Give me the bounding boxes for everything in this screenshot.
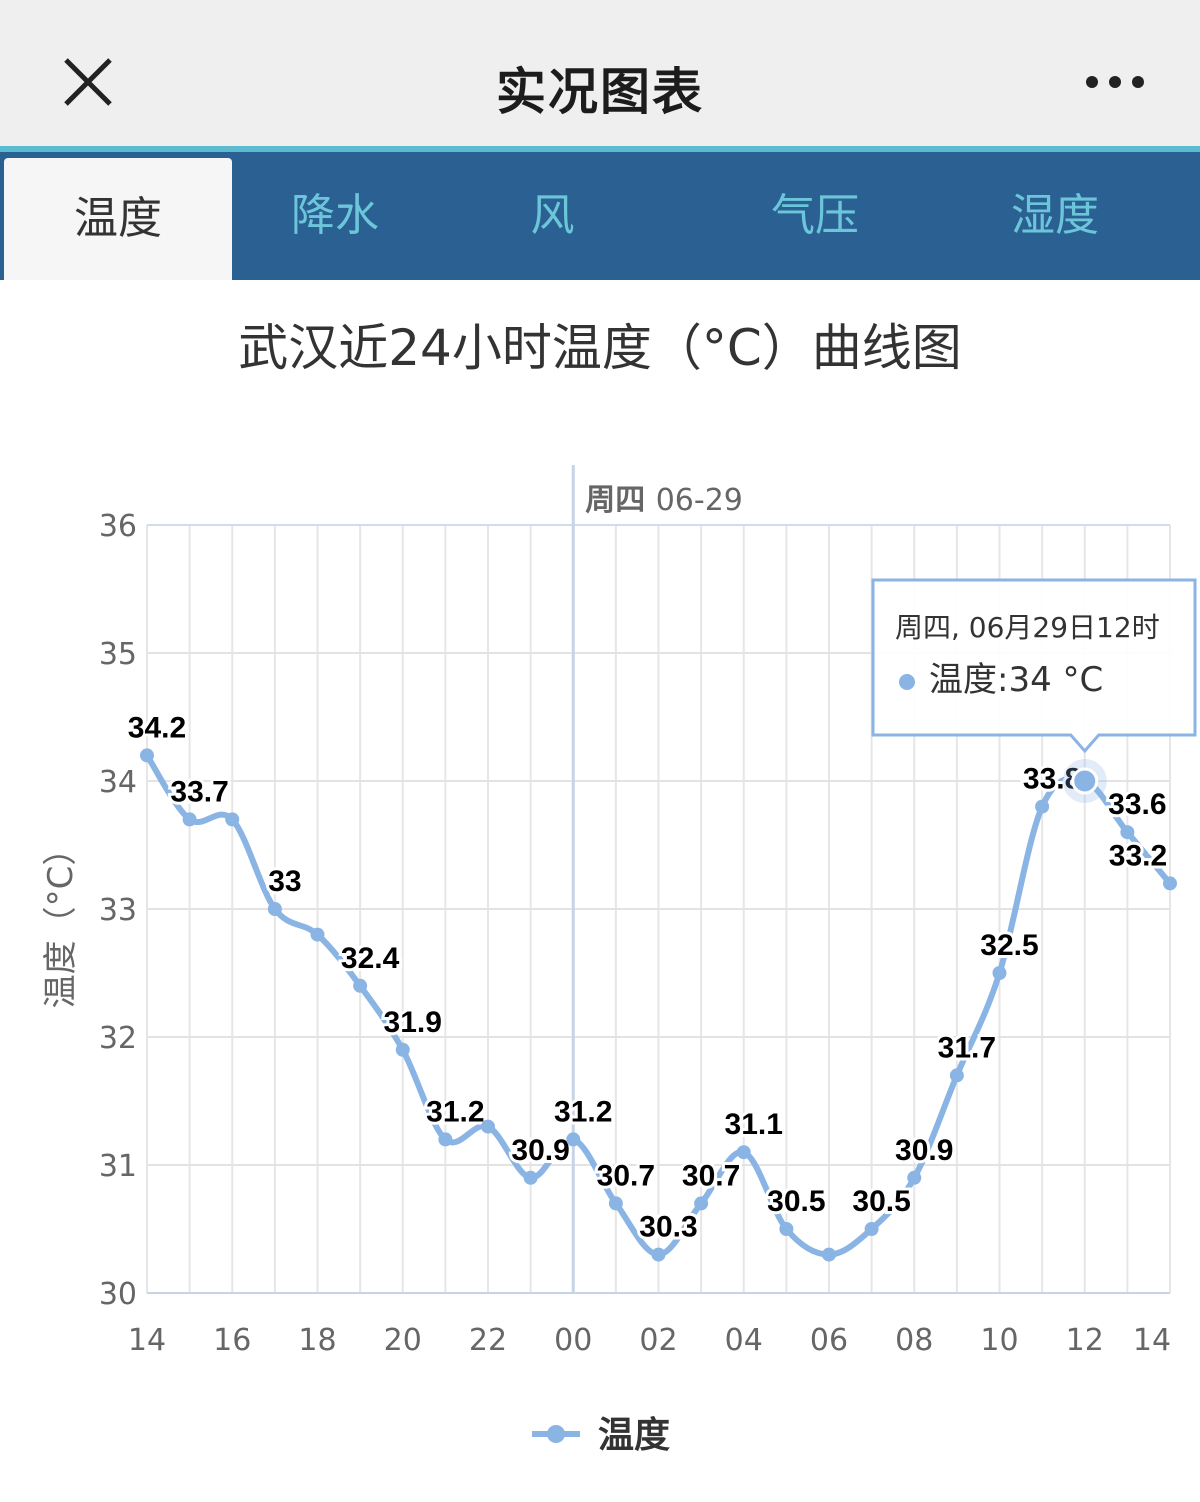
x-tick-label: 20 <box>384 1323 422 1358</box>
temperature-chart: 30 31 32 33 34 35 36 14 16 18 20 22 00 02 04 06 08 10 12 14… <box>41 465 1197 1456</box>
data-point[interactable] <box>779 1222 794 1236</box>
top-bar: 实况图表 <box>0 0 1200 152</box>
data-point[interactable] <box>949 1068 964 1083</box>
data-point[interactable] <box>395 1042 410 1057</box>
data-point[interactable] <box>992 966 1007 980</box>
x-tick-label: 14 <box>1133 1323 1171 1358</box>
tab-wind[interactable]: 风 <box>530 190 575 241</box>
x-tick-label: 10 <box>980 1323 1018 1358</box>
data-point[interactable] <box>907 1170 922 1185</box>
data-point[interactable] <box>651 1247 666 1262</box>
data-label: 33.2 <box>1109 839 1167 872</box>
y-axis-title: 温度（°C） <box>41 832 81 1009</box>
data-label: 31.7 <box>938 1031 996 1064</box>
y-tick-label: 33 <box>99 893 137 928</box>
more-dots-icon <box>1086 76 1144 88</box>
tooltip-title: 周四, 06月29日12时 <box>895 611 1160 644</box>
tooltip-box <box>871 578 1197 754</box>
data-label: 30.5 <box>767 1185 825 1218</box>
data-label: 30.9 <box>511 1134 569 1167</box>
x-tick-label: 18 <box>298 1323 336 1358</box>
x-tick-label: 22 <box>469 1323 507 1358</box>
data-label: 33 <box>268 865 301 898</box>
x-tick-label: 00 <box>554 1323 592 1358</box>
y-tick-label: 35 <box>99 637 137 672</box>
data-point[interactable] <box>353 978 368 993</box>
day-marker-label: 周四 06-29 <box>585 483 743 518</box>
data-label: 31.2 <box>554 1095 612 1128</box>
data-point[interactable] <box>310 927 325 942</box>
data-point[interactable] <box>481 1119 495 1134</box>
data-label: 30.9 <box>895 1134 953 1167</box>
y-tick-label: 36 <box>99 509 137 544</box>
x-tick-label: 02 <box>639 1323 677 1358</box>
data-point[interactable] <box>523 1170 538 1185</box>
data-point[interactable] <box>1120 825 1135 840</box>
data-point[interactable] <box>267 902 282 916</box>
y-tick-label: 34 <box>99 765 137 800</box>
data-label: 30.3 <box>639 1211 697 1244</box>
data-point[interactable] <box>694 1196 709 1211</box>
data-label: 31.2 <box>426 1095 484 1128</box>
x-tick-label: 12 <box>1066 1323 1104 1358</box>
legend-marker[interactable] <box>547 1425 565 1443</box>
y-tick-label: 32 <box>99 1021 137 1056</box>
data-point[interactable] <box>225 812 240 827</box>
close-button[interactable] <box>58 52 118 112</box>
data-label: 33.7 <box>170 775 228 808</box>
data-point[interactable] <box>1163 876 1177 891</box>
data-label: 31.1 <box>725 1108 783 1141</box>
x-tick-label: 14 <box>128 1323 166 1358</box>
data-label: 30.7 <box>682 1159 740 1192</box>
x-tick-label: 06 <box>810 1323 848 1358</box>
tab-humidity[interactable]: 湿度 <box>1011 190 1099 241</box>
data-label: 34.2 <box>128 711 186 744</box>
data-point[interactable] <box>608 1196 623 1211</box>
tooltip-series-dot <box>899 674 915 690</box>
more-button[interactable] <box>1080 60 1150 104</box>
data-point[interactable] <box>1035 799 1050 814</box>
data-point[interactable] <box>182 812 197 827</box>
data-label: 30.7 <box>597 1159 655 1192</box>
tab-pressure[interactable]: 气压 <box>771 190 859 241</box>
app-title: 实况图表 <box>496 63 704 121</box>
x-tick-label: 08 <box>895 1323 933 1358</box>
tab-bar: 温度 降水 风 气压 湿度 <box>0 152 1200 280</box>
legend-label[interactable]: 温度 <box>598 1415 670 1456</box>
data-point[interactable] <box>438 1132 453 1147</box>
y-tick-label: 31 <box>99 1149 137 1184</box>
data-point[interactable] <box>864 1222 879 1236</box>
data-point[interactable] <box>140 748 154 763</box>
chart-title: 武汉近24小时温度（°C）曲线图 <box>238 319 962 377</box>
x-tick-label: 04 <box>725 1323 763 1358</box>
data-point[interactable] <box>566 1132 581 1147</box>
data-point[interactable] <box>822 1247 836 1262</box>
data-label: 32.5 <box>980 929 1038 962</box>
tab-precipitation[interactable]: 降水 <box>291 190 379 241</box>
data-label: 33.6 <box>1108 788 1166 821</box>
tab-temperature[interactable]: 温度 <box>4 158 232 280</box>
data-point[interactable] <box>736 1145 751 1160</box>
y-tick-label: 30 <box>99 1277 137 1312</box>
data-label: 32.4 <box>341 942 400 975</box>
hover-point[interactable] <box>1071 767 1099 795</box>
data-label: 31.9 <box>384 1006 442 1039</box>
tooltip-value: 温度:34 °C <box>929 660 1103 700</box>
data-label: 30.5 <box>852 1185 910 1218</box>
close-icon <box>64 58 112 106</box>
x-tick-label: 16 <box>213 1323 251 1358</box>
